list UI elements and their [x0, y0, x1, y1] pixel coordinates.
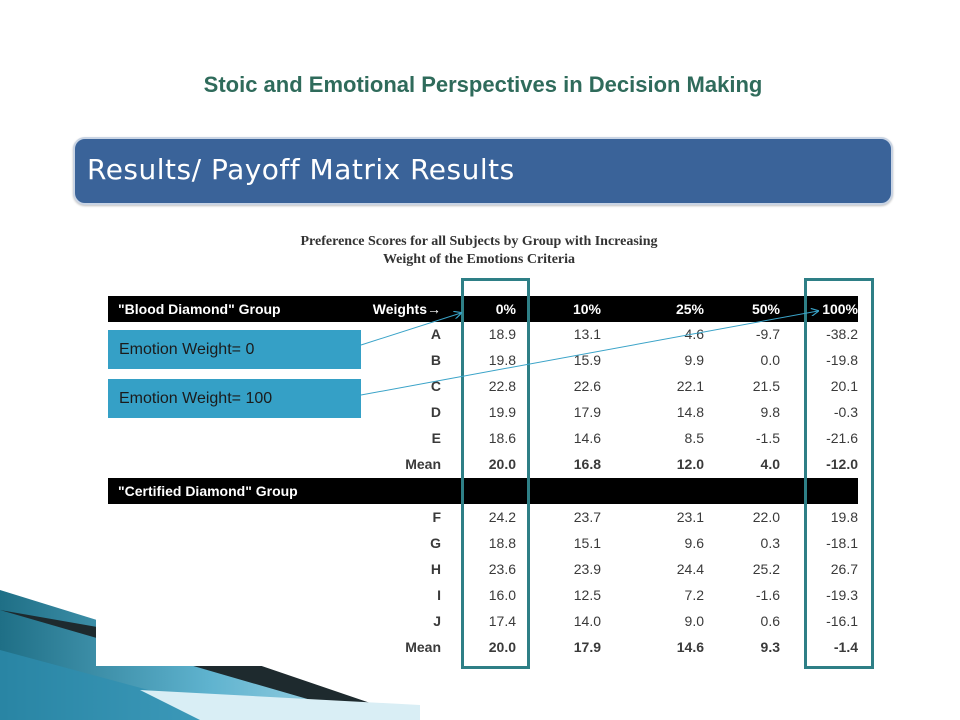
score-cell: 26.7 [830, 561, 858, 577]
score-cell: 19.8 [830, 509, 858, 525]
score-cell: 0.6 [760, 613, 780, 629]
emotion-weight-hundred-callout: Emotion Weight= 100 [108, 379, 361, 418]
score-cell: -21.6 [826, 430, 858, 446]
score-cell: 14.0 [573, 613, 601, 629]
mean-cell: -1.4 [833, 639, 858, 655]
mean-row: Mean 20.0 16.8 12.0 4.0 -12.0 [108, 451, 858, 477]
subject-label: H [430, 561, 441, 577]
score-cell: 23.9 [573, 561, 601, 577]
mean-cell: 4.0 [760, 456, 780, 472]
mean-cell: 20.0 [488, 456, 516, 472]
score-cell: 18.6 [488, 430, 516, 446]
zero-weight-column-highlight [461, 278, 530, 669]
table-caption-line2: Weight of the Emotions Criteria [382, 252, 576, 267]
score-cell: -1.5 [755, 430, 780, 446]
results-header-text: Results/ Payoff Matrix Results [87, 153, 515, 186]
mean-row: Mean 20.0 17.9 14.6 9.3 -1.4 [108, 634, 858, 660]
mean-cell: 20.0 [488, 639, 516, 655]
score-cell: 17.4 [488, 613, 516, 629]
mean-cell: 9.3 [760, 639, 780, 655]
score-cell: 4.6 [684, 326, 704, 342]
score-cell: 8.5 [684, 430, 704, 446]
group-header-row: "Certified Diamond" Group [108, 478, 858, 504]
score-cell: -38.2 [826, 326, 858, 342]
score-cell: -19.8 [826, 352, 858, 368]
score-cell: 12.5 [573, 587, 601, 603]
group-name: "Blood Diamond" Group [118, 301, 281, 317]
score-cell: 9.8 [760, 404, 780, 420]
score-cell: 24.2 [488, 509, 516, 525]
score-cell: 0.3 [760, 535, 780, 551]
score-cell: -19.3 [826, 587, 858, 603]
score-cell: 21.5 [752, 378, 780, 394]
score-cell: 22.1 [676, 378, 704, 394]
subject-label: J [433, 613, 441, 629]
score-cell: -18.1 [826, 535, 858, 551]
mean-cell: 16.8 [573, 456, 601, 472]
score-cell: -0.3 [833, 404, 858, 420]
score-cell: 18.8 [488, 535, 516, 551]
weights-label: Weights→ [372, 301, 441, 317]
table-caption-line1: Preference Scores for all Subjects by Gr… [300, 234, 658, 249]
preference-scores-table: Preference Scores for all Subjects by Gr… [96, 222, 862, 666]
mean-label: Mean [405, 639, 441, 655]
score-cell: 23.6 [488, 561, 516, 577]
slide-title: Stoic and Emotional Perspectives in Deci… [203, 72, 763, 97]
mean-cell: 12.0 [676, 456, 704, 472]
score-cell: 14.8 [676, 404, 704, 420]
weight-header: 10% [572, 301, 601, 317]
score-cell: 24.4 [676, 561, 704, 577]
score-cell: 23.7 [573, 509, 601, 525]
score-cell: 14.6 [573, 430, 601, 446]
mean-cell: 14.6 [676, 639, 704, 655]
table-row: D 19.9 17.9 14.8 9.8 -0.3 [108, 399, 858, 425]
score-cell: 9.0 [684, 613, 704, 629]
score-cell: 22.6 [573, 378, 601, 394]
score-cell: 9.9 [684, 352, 704, 368]
table-row: E 18.6 14.6 8.5 -1.5 -21.6 [108, 425, 858, 451]
results-header-bar: Results/ Payoff Matrix Results [73, 137, 893, 205]
mean-cell: 17.9 [573, 639, 601, 655]
table-row: I 16.0 12.5 7.2 -1.6 -19.3 [108, 582, 858, 608]
score-cell: 23.1 [676, 509, 704, 525]
table-row: G 18.8 15.1 9.6 0.3 -18.1 [108, 530, 858, 556]
weight-header: 100% [822, 301, 858, 317]
weight-header: 25% [675, 301, 704, 317]
score-cell: 15.9 [573, 352, 601, 368]
weight-header: 50% [751, 301, 780, 317]
score-cell: 16.0 [488, 587, 516, 603]
score-cell: 15.1 [573, 535, 601, 551]
score-cell: -9.7 [755, 326, 780, 342]
subject-label: F [432, 509, 441, 525]
full-weight-column-highlight [804, 278, 874, 669]
subject-label: D [430, 404, 441, 420]
score-cell: -1.6 [755, 587, 780, 603]
subject-label: E [431, 430, 441, 446]
score-cell: 17.9 [573, 404, 601, 420]
score-cell: 7.2 [684, 587, 704, 603]
mean-cell: -12.0 [826, 456, 858, 472]
table-row: H 23.6 23.9 24.4 25.2 26.7 [108, 556, 858, 582]
score-cell: 19.9 [488, 404, 516, 420]
score-cell: 22.0 [752, 509, 780, 525]
score-cell: 20.1 [830, 378, 858, 394]
mean-label: Mean [405, 456, 441, 472]
score-cell: -16.1 [826, 613, 858, 629]
subject-label: G [430, 535, 441, 551]
score-cell: 9.6 [684, 535, 704, 551]
group-name: "Certified Diamond" Group [118, 483, 298, 499]
score-cell: 25.2 [752, 561, 780, 577]
emotion-weight-zero-callout: Emotion Weight= 0 [108, 330, 361, 369]
score-cell: 0.0 [760, 352, 780, 368]
score-cell: 13.1 [573, 326, 601, 342]
subject-label: I [437, 587, 441, 603]
table-row: F 24.2 23.7 23.1 22.0 19.8 [108, 504, 858, 530]
table-row: J 17.4 14.0 9.0 0.6 -16.1 [108, 608, 858, 634]
